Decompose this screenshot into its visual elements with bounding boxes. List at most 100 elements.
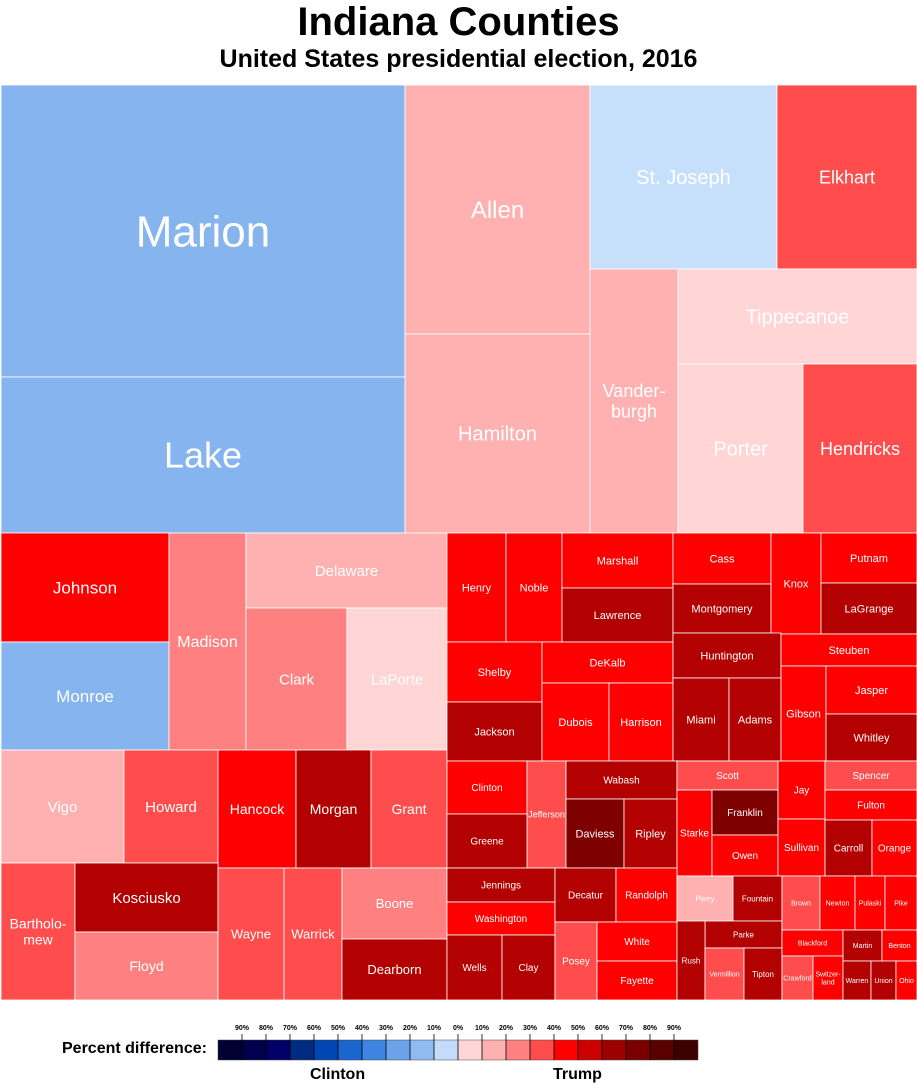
county-rect [446,760,528,815]
county-label: Franklin [727,808,763,819]
county-label: Newton [826,900,850,907]
legend-clinton-label: Clinton [310,1066,366,1083]
legend-swatch [434,1040,458,1060]
county-grant: Grant [370,749,448,869]
county-label: Bartholo-mew [10,915,67,947]
county-label: Lake [164,435,242,476]
county-label: Noble [520,582,549,594]
county-rect [589,268,679,534]
county-rect [561,532,674,589]
county-bartholomew: Bartholo-mew [0,862,76,1001]
legend-tick-label: 80% [643,1025,658,1032]
county-warren: Warren [842,960,872,1001]
chart-title: Indiana Counties [297,0,620,44]
county-label: Ripley [635,828,666,840]
county-label: Cass [709,553,735,565]
county-label: Howard [145,799,197,816]
county-jennings: Jennings [446,867,556,903]
county-rect [0,532,170,643]
legend-swatch [362,1040,386,1060]
county-label: Adams [738,714,773,726]
county-rect [677,268,917,365]
county-label: Owen [732,851,758,862]
county-label: Wabash [603,776,639,787]
county-rect [728,677,782,762]
legend-swatch [626,1040,650,1060]
county-label: Floyd [129,958,163,974]
county-rect [0,749,125,864]
county-jasper: Jasper [825,665,917,715]
county-label: Gibson [786,708,821,720]
county-rect [168,532,247,751]
county-rect [554,921,598,1001]
county-ohio: Ohio [895,960,917,1001]
county-label: Miami [686,714,715,726]
county-white: White [596,921,678,962]
county-label: Posey [562,957,590,968]
county-benton: Benton [881,929,917,962]
legend-tick-label: 30% [379,1025,394,1032]
county-label: Delaware [315,563,378,580]
county-marion: Marion [0,84,406,378]
county-boone: Boone [341,867,448,940]
county-monroe: Monroe [0,641,170,751]
chart-subtitle: United States presidential election, 201… [219,45,698,73]
county-rect [123,749,219,864]
county-lawrence: Lawrence [561,587,674,643]
county-label: Clinton [471,783,502,794]
county-scott: Scott [676,760,779,791]
county-rect [283,867,343,1001]
county-dubois: Dubois [541,682,610,762]
county-greene: Greene [446,813,528,869]
county-clay: Clay [501,934,556,1001]
legend-label: Percent difference: [62,1040,207,1057]
county-label: Orange [878,844,912,855]
county-rect [608,682,674,762]
legend-swatch [578,1040,602,1060]
county-vanderburgh: Vander-burgh [589,268,679,534]
county-label: Fountain [742,894,773,903]
county-label: Decatur [568,891,604,902]
legend-swatch [338,1040,362,1060]
legend-swatch [218,1040,242,1060]
county-orange: Orange [871,819,917,877]
county-rect [820,532,917,584]
county-hendricks: Hendricks [802,363,917,534]
county-label: Hendricks [820,439,900,459]
county-label: Washington [475,914,527,925]
county-rect [672,677,730,762]
county-brown: Brown [781,875,821,931]
county-label: Brown [791,900,811,907]
county-label: Warren [846,978,869,985]
legend-swatch [458,1040,482,1060]
county-rect [776,84,917,270]
legend-swatch [482,1040,506,1060]
county-label: Fayette [620,976,654,987]
county-carroll: Carroll [824,819,873,877]
county-label: Jackson [474,726,514,738]
county-kosciusko: Kosciusko [74,862,219,933]
county-rect [404,84,591,335]
county-label: Jennings [481,881,521,892]
legend-swatch [266,1040,290,1060]
county-gibson: Gibson [780,665,827,762]
county-rect [672,532,772,585]
county-knox: Knox [770,532,822,635]
county-rect [541,641,674,684]
county-label: Switzer-land [815,971,841,986]
county-hamilton: Hamilton [404,333,591,534]
county-label: Kosciusko [112,890,180,907]
county-rect [672,632,782,679]
county-henry: Henry [446,532,507,643]
county-label: Madison [177,634,237,651]
county-clinton: Clinton [446,760,528,815]
county-parke: Parke [704,920,783,949]
county-rect [825,665,917,715]
county-label: Whitley [853,732,890,744]
county-label: Benton [888,943,910,950]
legend-swatch [506,1040,530,1060]
legend-swatch [386,1040,410,1060]
county-rect [370,749,448,869]
legend-swatch [242,1040,266,1060]
